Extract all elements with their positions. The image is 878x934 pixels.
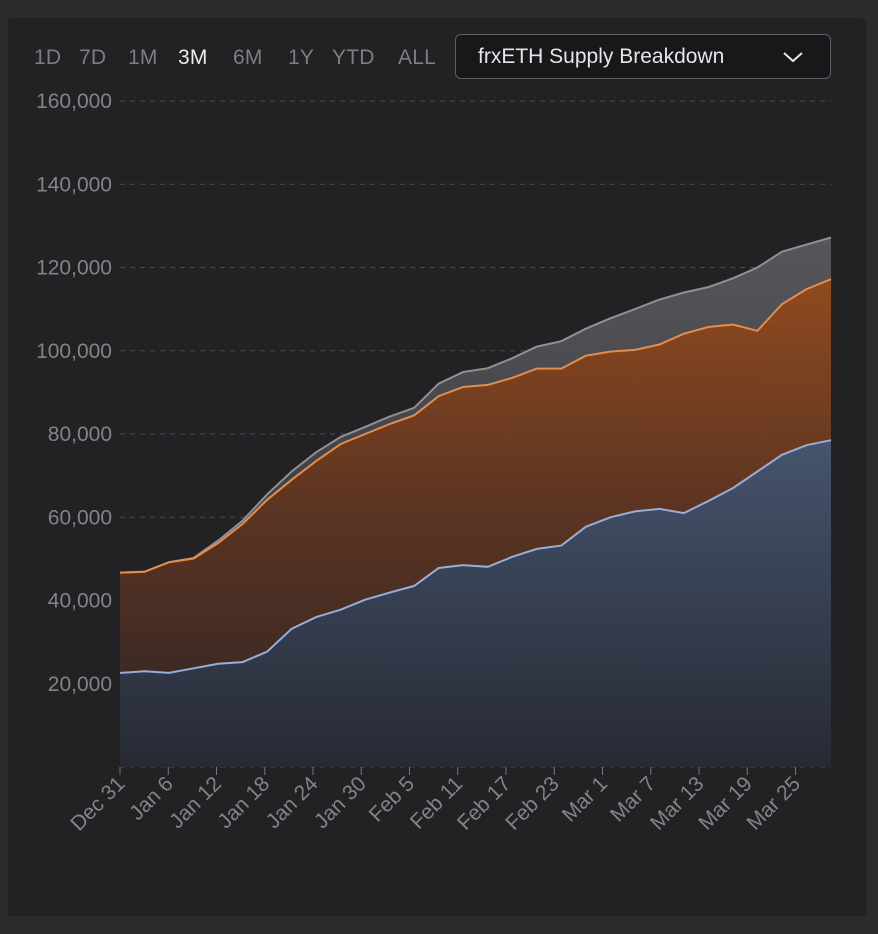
range-3m-button[interactable]: 3M [178,46,208,69]
x-tick-label: Mar 25 [743,772,805,834]
x-tick-label: Feb 23 [501,772,564,835]
y-tick-label: 160,000 [36,90,112,113]
x-tick-label: Jan 12 [165,772,226,833]
range-6m-button[interactable]: 6M [233,46,263,69]
mid-area [120,279,831,673]
y-tick-label: 80,000 [48,423,112,446]
metric-dropdown[interactable]: frxETH Supply Breakdown [455,34,831,79]
x-tick-label: Mar 13 [646,772,708,834]
base-area [120,440,831,767]
x-tick-label: Jan 24 [262,772,323,833]
x-tick-label: Dec 31 [66,772,129,835]
y-tick-label: 40,000 [48,590,112,613]
y-tick-label: 20,000 [48,673,112,696]
x-tick-label: Jan 30 [310,772,371,833]
mid-line [119,278,832,574]
total-area [120,237,831,573]
x-tick-label: Mar 1 [558,772,612,826]
x-tick-label: Feb 17 [453,772,516,835]
y-tick-label: 60,000 [48,506,112,529]
y-tick-label: 140,000 [36,173,112,196]
y-tick-label: 100,000 [36,340,112,363]
y-axis: 20,000 40,000 60,000 80,000 100,000 120,000 14… [36,90,112,696]
chart-card: 1D 7D 1M 3M 6M 1Y YTD ALL frxETH Supply … [8,18,866,916]
x-tick-label: Jan 18 [213,772,274,833]
x-tick-label: Mar 19 [694,772,756,834]
range-ytd-button[interactable]: YTD [332,46,375,69]
range-7d-button[interactable]: 7D [79,46,107,69]
chevron-down-icon [783,52,803,63]
area-layer [119,236,832,767]
metric-dropdown-label: frxETH Supply Breakdown [478,44,725,68]
range-1d-button[interactable]: 1D [34,46,62,69]
base-line [119,439,832,674]
range-1y-button[interactable]: 1Y [288,46,315,69]
total-line [119,236,832,574]
toolbar: 1D 7D 1M 3M 6M 1Y YTD ALL frxETH Supply … [8,18,866,98]
y-tick-label: 120,000 [36,257,112,280]
range-1m-button[interactable]: 1M [128,46,158,69]
supply-breakdown-chart: 20,000 40,000 60,000 80,000 100,000 120,000 14… [36,90,832,836]
range-all-button[interactable]: ALL [398,46,436,69]
